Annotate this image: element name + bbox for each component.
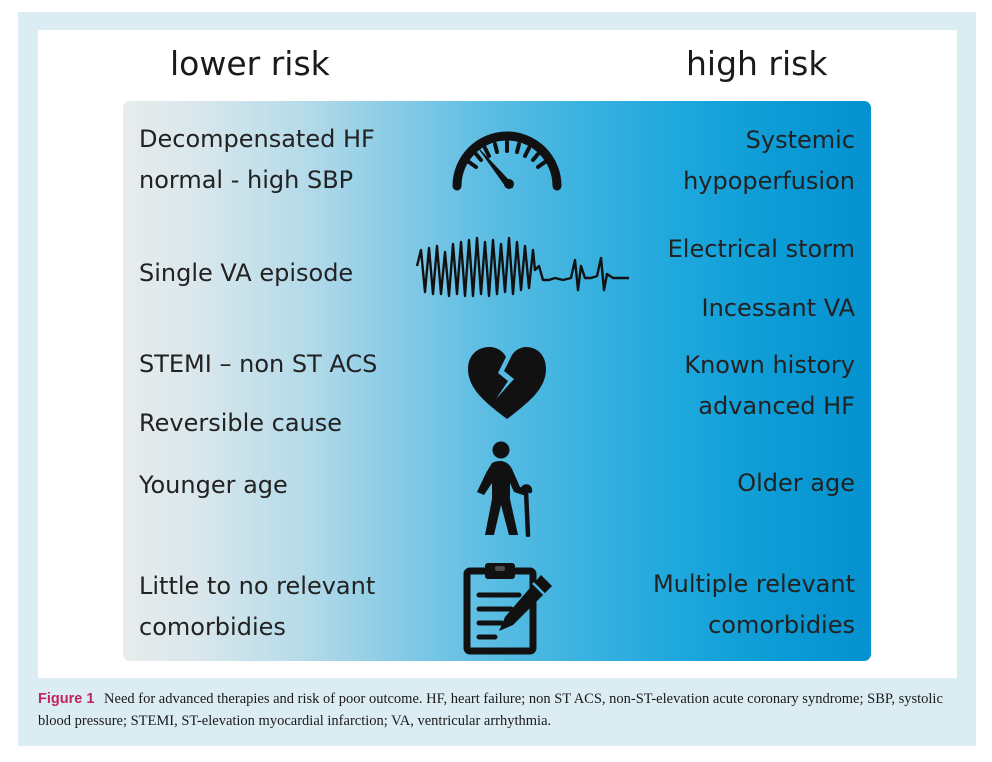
row3-low-label-line1: STEMI – non ST ACS (139, 350, 378, 378)
row3-low-label-line2: Reversible cause (139, 409, 343, 437)
row4-low-label: Younger age (139, 471, 288, 499)
row2-high-label-line2: Incessant VA (701, 294, 855, 322)
row5-high-label-line1: Multiple relevant (652, 570, 855, 598)
figure-caption: Figure 1 Need for advanced therapies and… (38, 688, 963, 732)
row5-low-label-line1: Little to no relevant (139, 572, 376, 600)
row2-low-label: Single VA episode (139, 259, 354, 287)
row3-high-label-line1: Known history (684, 351, 855, 379)
elderly-person-icon (477, 441, 533, 537)
row1-high-label-line2: hypoperfusion (683, 167, 855, 195)
row5-low-label-line2: comorbidies (139, 613, 286, 641)
row4-high-label: Older age (737, 469, 855, 497)
broken-heart-icon (468, 347, 546, 419)
row1-low-label-line2: normal - high SBP (139, 166, 354, 194)
high-risk-heading: high risk (686, 44, 828, 83)
row1-low-label-line1: Decompensated HF (139, 125, 375, 153)
figure-label: Figure 1 (38, 691, 95, 707)
clipboard-pencil-icon (463, 563, 552, 655)
row2-high-label-line1: Electrical storm (667, 235, 855, 263)
caption-text: Need for advanced therapies and risk of … (38, 691, 943, 729)
ecg-arrhythmia-icon (415, 236, 629, 298)
row5-high-label-line2: comorbidies (708, 611, 855, 639)
lower-risk-heading: lower risk (170, 44, 330, 83)
speedometer-icon (452, 131, 562, 191)
row3-high-label-line2: advanced HF (698, 392, 855, 420)
row1-high-label-line1: Systemic (745, 126, 855, 154)
